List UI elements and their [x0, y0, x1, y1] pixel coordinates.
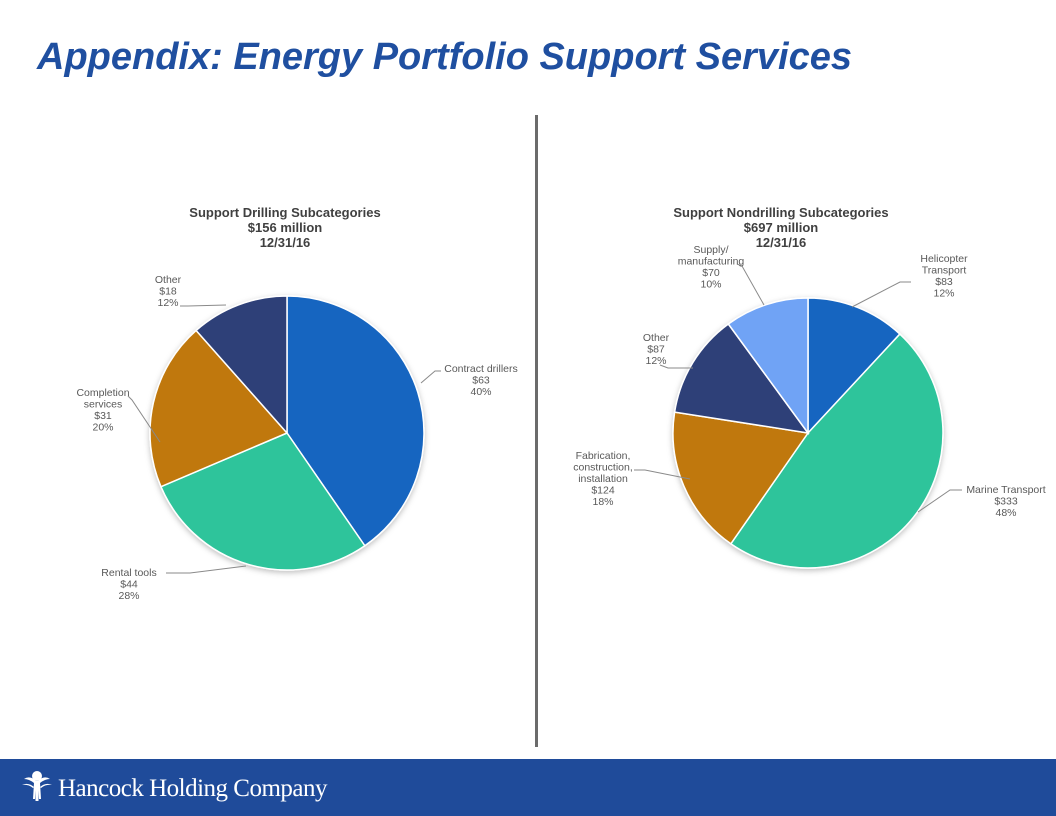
- slice-data-label: Contract drillers $63 40%: [444, 363, 518, 398]
- chart-subtitle: 12/31/16: [260, 235, 311, 250]
- pie-slice-supply-manufacturing: [727, 297, 809, 436]
- hancock-logo-icon: [22, 771, 52, 801]
- pie-slice-rental-tools: [159, 432, 366, 571]
- slice-data-label: Other $18 12%: [155, 274, 182, 309]
- slice-data-label: Helicopter Transport $83 12%: [920, 253, 968, 300]
- chart-subtitle: $156 million: [248, 220, 322, 235]
- slice-data-label: Supply/manufacturing $70 10%: [678, 244, 745, 291]
- leader-line: [420, 370, 441, 384]
- pie-slice-marine-transport: [729, 332, 944, 569]
- pie-slice-other: [195, 295, 288, 435]
- page-title: Appendix: Energy Portfolio Support Servi…: [37, 36, 853, 78]
- leader-line: [851, 281, 911, 308]
- footer-bar: Hancock Holding Company: [0, 759, 1056, 816]
- footer-company-name: Hancock Holding Company: [58, 775, 328, 802]
- leader-line: [634, 469, 691, 480]
- chart-subtitle: 12/31/16: [756, 235, 807, 250]
- slice-data-label: Rental tools $44 28%: [101, 567, 156, 602]
- slice-data-label: Other $87 12%: [643, 332, 670, 367]
- pie-slices: [149, 295, 425, 571]
- pie-slice-completion-services: [149, 329, 289, 488]
- pie-slice-other: [673, 322, 810, 435]
- chart-subtitle: $697 million: [744, 220, 818, 235]
- pie-slice-fabrication-construction-installation: [672, 411, 810, 545]
- slice-data-label: Completion services $31 20%: [76, 387, 129, 434]
- pie-slice-helicopter-transport: [807, 297, 901, 435]
- chart-title: Support Nondrilling Subcategories: [673, 205, 888, 220]
- leader-line: [180, 304, 227, 307]
- chart-title: Support Drilling Subcategories: [189, 205, 380, 220]
- chart-divider: [535, 115, 538, 747]
- leader-line: [659, 364, 693, 369]
- leader-line: [917, 489, 962, 513]
- leader-line: [736, 263, 765, 306]
- support-nondrilling-pie-chart: Support Nondrilling Subcategories$697 mi…: [573, 205, 1046, 569]
- pie-slice-contract-drillers: [286, 295, 425, 547]
- leader-line: [166, 565, 247, 574]
- slice-data-label: Fabrication, construction, installation $12…: [573, 450, 633, 508]
- leader-line: [127, 395, 161, 443]
- support-drilling-pie-chart: Support Drilling Subcategories$156 milli…: [76, 205, 518, 602]
- slice-data-label: Marine Transport $333 48%: [966, 484, 1045, 519]
- pie-slices: [672, 297, 944, 569]
